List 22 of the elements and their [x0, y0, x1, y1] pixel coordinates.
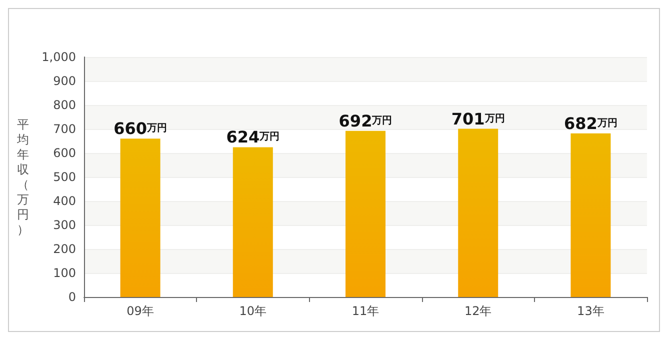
x-tick-label: 11年: [352, 304, 380, 318]
x-tick-label: 13年: [577, 304, 604, 318]
y-tick-label: 100: [53, 266, 76, 280]
y-tick-label: 500: [53, 170, 76, 184]
y-tick-label: 200: [53, 242, 76, 256]
y-tick-label: 0: [68, 290, 76, 304]
bar: [120, 138, 160, 297]
y-tick-label: 900: [53, 74, 76, 88]
y-tick-label: 700: [53, 122, 76, 136]
x-tick-label: 10年: [239, 304, 267, 318]
bar: [570, 133, 611, 297]
x-tick-label: 12年: [464, 304, 492, 318]
y-tick-label: 800: [53, 98, 76, 112]
y-tick-label: 1,000: [42, 50, 76, 64]
bar: [346, 130, 386, 297]
y-tick-label: 600: [53, 146, 76, 160]
x-tick-label: 09年: [126, 304, 154, 318]
y-tick-label: 400: [53, 194, 76, 208]
bar: [458, 128, 498, 297]
y-tick-label: 300: [53, 218, 76, 232]
bar: [232, 147, 273, 297]
y-axis-title: 平均年収（万円）: [16, 118, 29, 236]
